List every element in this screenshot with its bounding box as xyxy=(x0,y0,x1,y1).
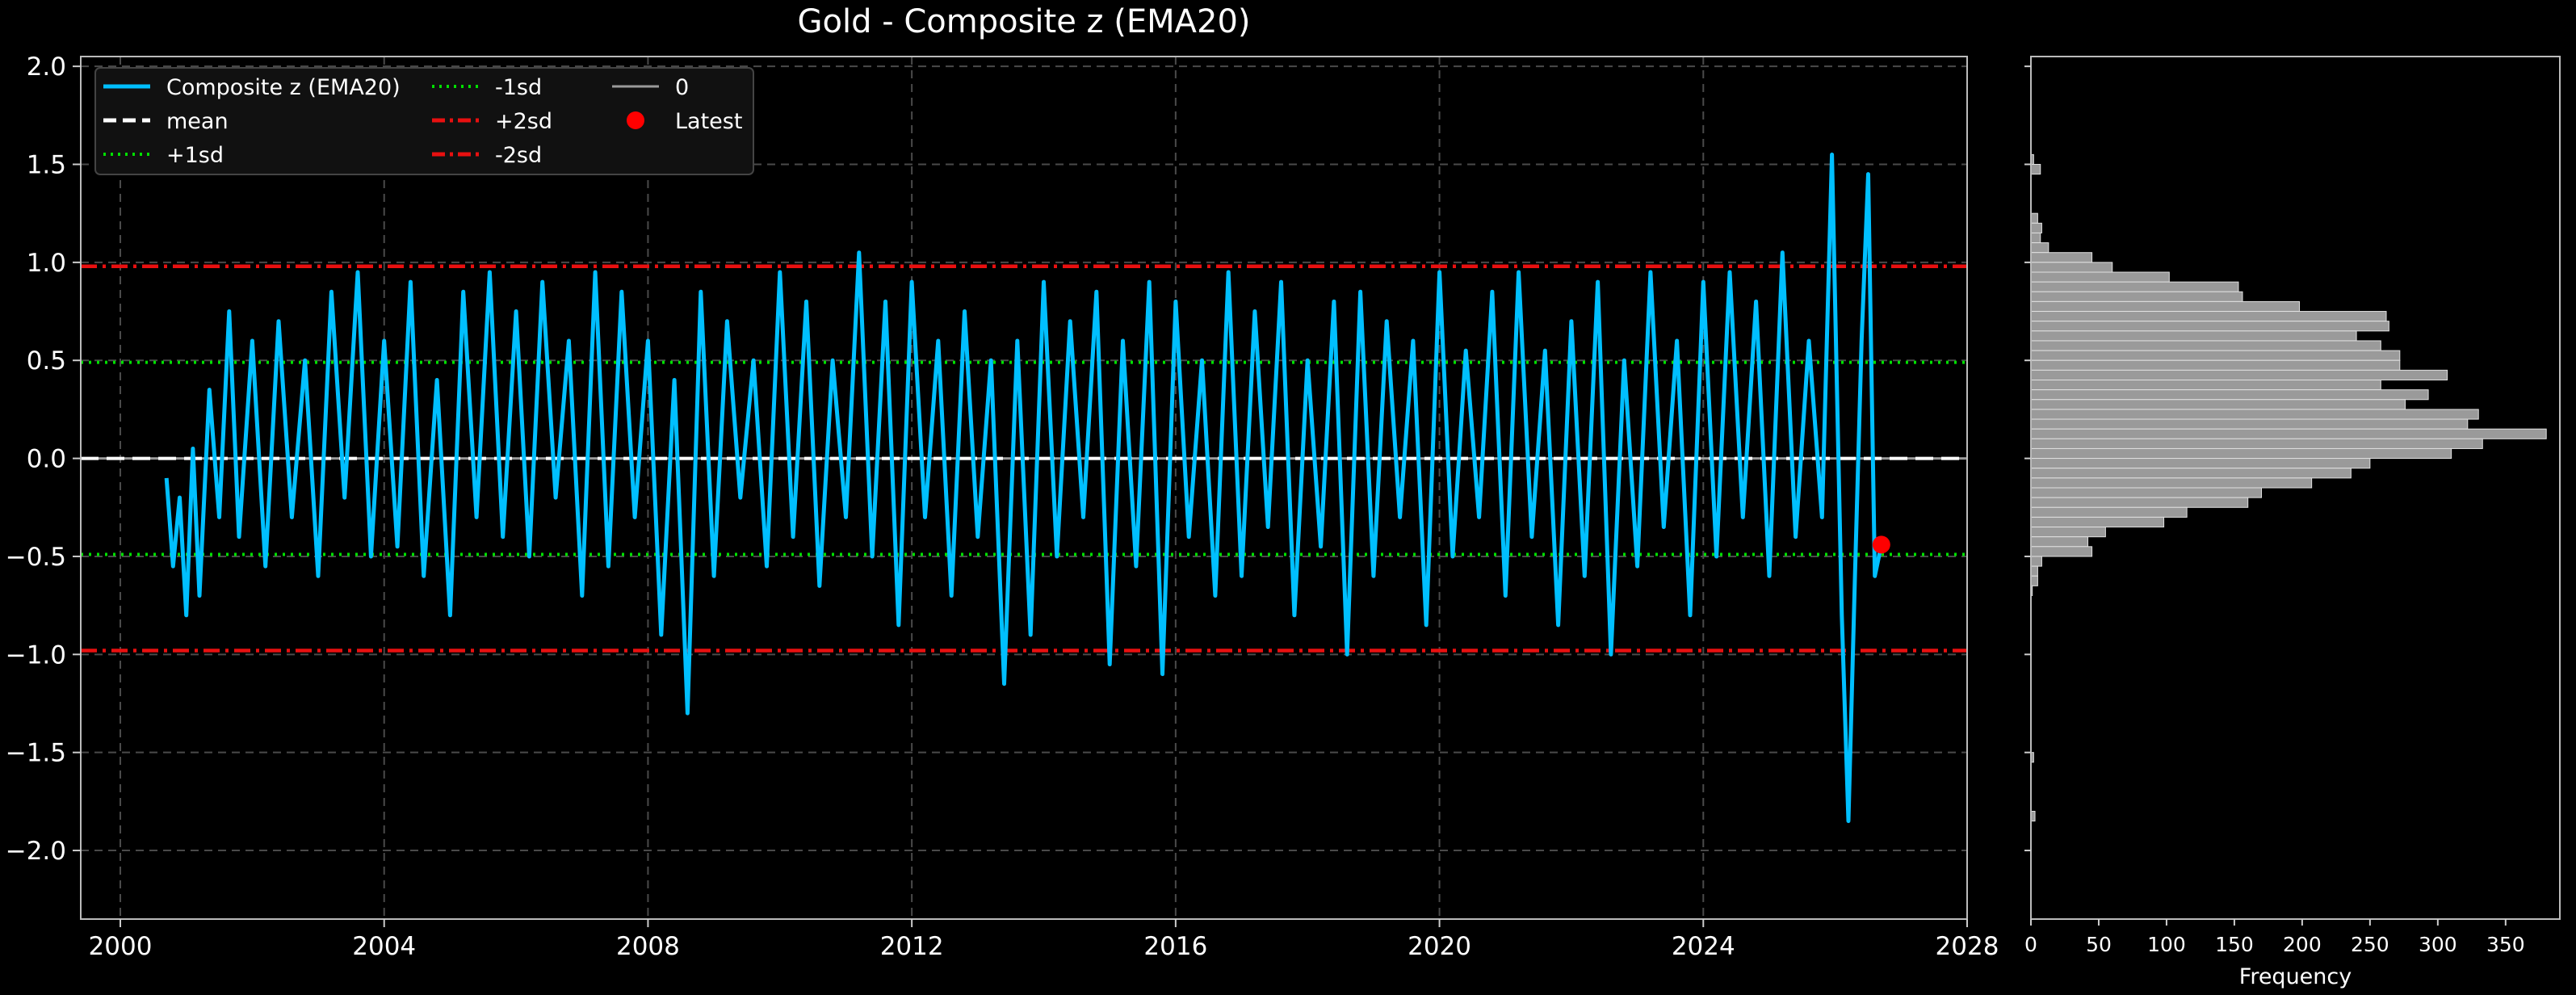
histogram-x-tick-label: 250 xyxy=(2351,933,2389,956)
x-tick-label: 2008 xyxy=(616,932,680,961)
histogram-bar xyxy=(2030,458,2371,469)
legend-label: mean xyxy=(166,109,229,134)
histogram-bar xyxy=(2030,222,2042,233)
histogram-bar xyxy=(2030,281,2239,292)
histogram-bar xyxy=(2030,516,2165,528)
y-tick-label: 2.0 xyxy=(27,52,66,82)
histogram-bar xyxy=(2030,380,2381,391)
legend-items: Composite z (EMA20) mean +1sd -1sd +2sd -2sd 0… xyxy=(103,75,742,168)
histogram-bar xyxy=(2030,506,2188,518)
legend-swatch xyxy=(627,111,644,129)
histogram-bar xyxy=(2030,477,2313,489)
histogram-bar xyxy=(2030,311,2387,322)
histogram-x-tick-label: 200 xyxy=(2283,933,2322,956)
x-tick-label: 2004 xyxy=(352,932,416,961)
histogram-x-tick-label: 300 xyxy=(2419,933,2457,956)
histogram-bar xyxy=(2030,536,2089,548)
histogram-bar xyxy=(2030,487,2263,498)
histogram-bar xyxy=(2030,575,2038,586)
y-tick-label: 1.0 xyxy=(27,249,66,278)
series-line-composite-z xyxy=(164,152,1884,824)
x-tick-label: 2028 xyxy=(1936,932,1999,961)
legend-label: Composite z (EMA20) xyxy=(166,75,401,100)
legend-label: Latest xyxy=(675,109,742,134)
histogram-bar xyxy=(2030,527,2106,538)
histogram-bar xyxy=(2030,164,2041,175)
histogram-x-label: Frequency xyxy=(2239,964,2352,989)
histogram-bar xyxy=(2030,369,2448,381)
histogram-bar xyxy=(2030,546,2093,557)
histogram-bar xyxy=(2030,447,2452,460)
histogram-axes-frame xyxy=(2030,56,2561,920)
histogram-bar xyxy=(2030,556,2042,567)
main-y-ticks: 2.0 1.5 1.0 0.5 0.0 −0.5 −1.0 −1.5 −2.0 xyxy=(6,52,81,866)
legend-label: +2sd xyxy=(495,109,552,134)
y-tick-label: −2.0 xyxy=(6,837,66,866)
histogram-bar xyxy=(2030,212,2038,224)
legend-label: 0 xyxy=(675,75,689,100)
histogram-bar xyxy=(2030,389,2429,401)
y-tick-label: 0.5 xyxy=(27,346,66,376)
histogram-bar xyxy=(2030,438,2483,449)
histogram-bar xyxy=(2030,262,2113,273)
histogram-bar xyxy=(2030,340,2381,351)
main-x-ticks: 2000 2004 2008 2012 2016 2020 2024 2028 xyxy=(89,919,1999,961)
latest-point xyxy=(1872,535,1890,554)
histogram-bar xyxy=(2030,300,2301,313)
x-tick-label: 2012 xyxy=(880,932,944,961)
x-tick-label: 2024 xyxy=(1672,932,1735,961)
histogram-bar xyxy=(2030,497,2249,508)
y-tick-label: 0.0 xyxy=(27,445,66,474)
histogram-bar xyxy=(2030,321,2389,332)
main-axes-frame xyxy=(80,56,1968,920)
y-tick-label: 1.5 xyxy=(27,151,66,180)
histogram-bar xyxy=(2030,399,2406,410)
histogram-bar xyxy=(2030,330,2357,342)
histogram-bars xyxy=(2030,153,2547,822)
histogram-x-tick-label: 50 xyxy=(2086,933,2112,956)
legend-label: -2sd xyxy=(495,143,542,168)
legend: Composite z (EMA20) mean +1sd -1sd +2sd -2sd 0… xyxy=(94,67,754,175)
histogram-bar xyxy=(2030,242,2049,254)
chart-title: Gold - Composite z (EMA20) xyxy=(798,3,1251,40)
histogram-x-tick-label: 100 xyxy=(2147,933,2186,956)
histogram-x-ticks: 0 50 100 150 200 250 300 350 xyxy=(2024,65,2525,956)
legend-label: +1sd xyxy=(166,143,224,168)
histogram-plot: 0 50 100 150 200 250 300 350 Frequency xyxy=(2024,56,2561,989)
histogram-bar xyxy=(2030,468,2352,479)
legend-box xyxy=(94,67,754,175)
histogram-x-tick-label: 150 xyxy=(2215,933,2254,956)
histogram-bar xyxy=(2030,418,2469,430)
y-tick-label: −0.5 xyxy=(6,543,66,572)
legend-label: -1sd xyxy=(495,75,542,100)
histogram-bar xyxy=(2030,271,2170,283)
histogram-x-tick-label: 0 xyxy=(2024,933,2037,956)
histogram-x-tick-label: 350 xyxy=(2486,933,2525,956)
y-tick-label: −1.5 xyxy=(6,739,66,768)
histogram-bar xyxy=(2030,359,2401,371)
histogram-bar xyxy=(2030,428,2547,439)
histogram-bar xyxy=(2030,232,2041,244)
x-tick-label: 2020 xyxy=(1408,932,1471,961)
histogram-bar xyxy=(2030,565,2038,577)
x-tick-label: 2000 xyxy=(89,932,153,961)
histogram-bar xyxy=(2030,252,2093,263)
y-tick-label: −1.0 xyxy=(6,640,66,670)
main-plot: 2000 2004 2008 2012 2016 2020 2024 2028 2.0 1.5 1… xyxy=(6,52,1999,961)
histogram-bar xyxy=(2030,291,2243,302)
histogram-bar xyxy=(2030,350,2401,361)
histogram-bar xyxy=(2030,409,2479,420)
x-tick-label: 2016 xyxy=(1143,932,1207,961)
